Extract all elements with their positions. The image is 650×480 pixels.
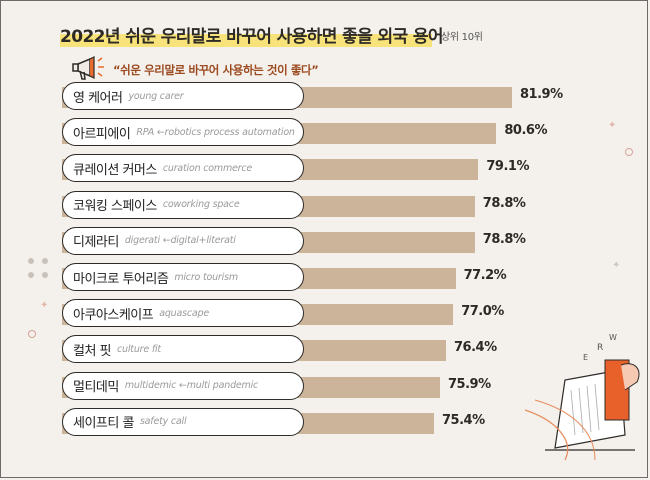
category-english-term: digerati ←digital+literati	[124, 235, 236, 247]
bar-row: 세이프티 콜 safety call 75.4%	[62, 407, 504, 438]
category-pill: 아쿠아스케이프 aquascape	[62, 299, 304, 328]
category-label: 멀티데믹	[73, 380, 119, 396]
value-label: 78.8%	[482, 195, 526, 211]
quote-text: “쉬운 우리말로 바꾸어 사용하는 것이 좋다”	[113, 63, 319, 77]
chart-subtitle: 상위 10위	[441, 32, 483, 43]
svg-text:W: W	[609, 333, 617, 342]
value-label: 75.4%	[442, 412, 485, 428]
value-label: 75.9%	[448, 376, 491, 392]
bar-row: 영 케어러 young carer 81.9%	[62, 82, 582, 112]
bar-row: 멀티데믹 multidemic ←multi pandemic 75.9%	[62, 371, 510, 402]
value-label: 80.6%	[504, 123, 547, 139]
category-pill: 세이프티 콜 safety call	[62, 407, 304, 436]
category-pill: 컬처 핏 culture fit	[62, 335, 304, 364]
value-label: 77.2%	[463, 268, 507, 283]
laptop-hand-illustration: R E W	[525, 333, 640, 461]
bar-row: 아쿠아스케이프 aquascape 77.0%	[62, 299, 523, 329]
category-pill: 영 케어러 young carer	[62, 82, 304, 110]
svg-text:R: R	[597, 343, 603, 353]
value-label: 77.0%	[461, 304, 504, 320]
bar-row: 코워킹 스페이스 coworking space 78.8%	[62, 190, 545, 221]
category-english-term: curation commerce	[162, 162, 253, 174]
svg-text:E: E	[583, 353, 588, 362]
value-label: 78.8%	[482, 231, 526, 247]
bar-row: 컬처 핏 culture fit 76.4%	[62, 335, 516, 365]
bar-row: 디제라티 digerati ←digital+literati 78.8%	[62, 226, 545, 257]
category-label: 세이프티 콜	[73, 416, 134, 432]
category-english-term: micro tourism	[174, 271, 238, 283]
category-label: 큐레이션 커머스	[73, 162, 157, 178]
category-label: 아르피에이	[73, 126, 131, 142]
chart-title: 2022년 쉬운 우리말로 바꾸어 사용하면 좋을 외국 용어	[60, 27, 444, 47]
category-pill: 코워킹 스페이스 coworking space	[62, 190, 304, 219]
category-english-term: safety call	[139, 416, 187, 428]
category-label: 컬처 핏	[73, 343, 112, 359]
category-pill: 멀티데믹 multidemic ←multi pandemic	[62, 371, 304, 400]
category-english-term: multidemic ←multi pandemic	[124, 380, 259, 392]
category-english-term: young carer	[128, 90, 184, 102]
category-pill: 아르피에이 RPA ←robotics process automation	[62, 118, 304, 147]
category-pill: 마이크로 투어리즘 micro tourism	[62, 263, 304, 291]
category-pill: 디제라티 digerati ←digital+literati	[62, 226, 304, 255]
value-label: 81.9%	[520, 87, 563, 102]
category-english-term: culture fit	[117, 343, 161, 355]
category-pill: 큐레이션 커머스 curation commerce	[62, 154, 304, 183]
bar-row: 큐레이션 커머스 curation commerce 79.1%	[62, 154, 548, 184]
title-highlight	[60, 34, 432, 47]
category-english-term: RPA ←robotics process automation	[136, 126, 295, 138]
category-label: 아쿠아스케이프	[73, 307, 154, 323]
category-label: 디제라티	[73, 235, 119, 251]
category-label: 영 케어러	[73, 90, 123, 106]
bar-row: 마이크로 투어리즘 micro tourism 77.2%	[62, 263, 526, 293]
category-english-term: coworking space	[162, 199, 240, 211]
category-english-term: aquascape	[159, 307, 209, 319]
value-label: 76.4%	[454, 340, 497, 356]
title-block: 2022년 쉬운 우리말로 바꾸어 사용하면 좋을 외국 용어	[60, 22, 444, 48]
category-label: 코워킹 스페이스	[73, 199, 157, 215]
bar-row: 아르피에이 RPA ←robotics process automation 80.…	[62, 118, 566, 148]
megaphone-icon	[72, 56, 104, 80]
category-label: 마이크로 투어리즘	[73, 271, 169, 287]
value-label: 79.1%	[486, 159, 529, 175]
